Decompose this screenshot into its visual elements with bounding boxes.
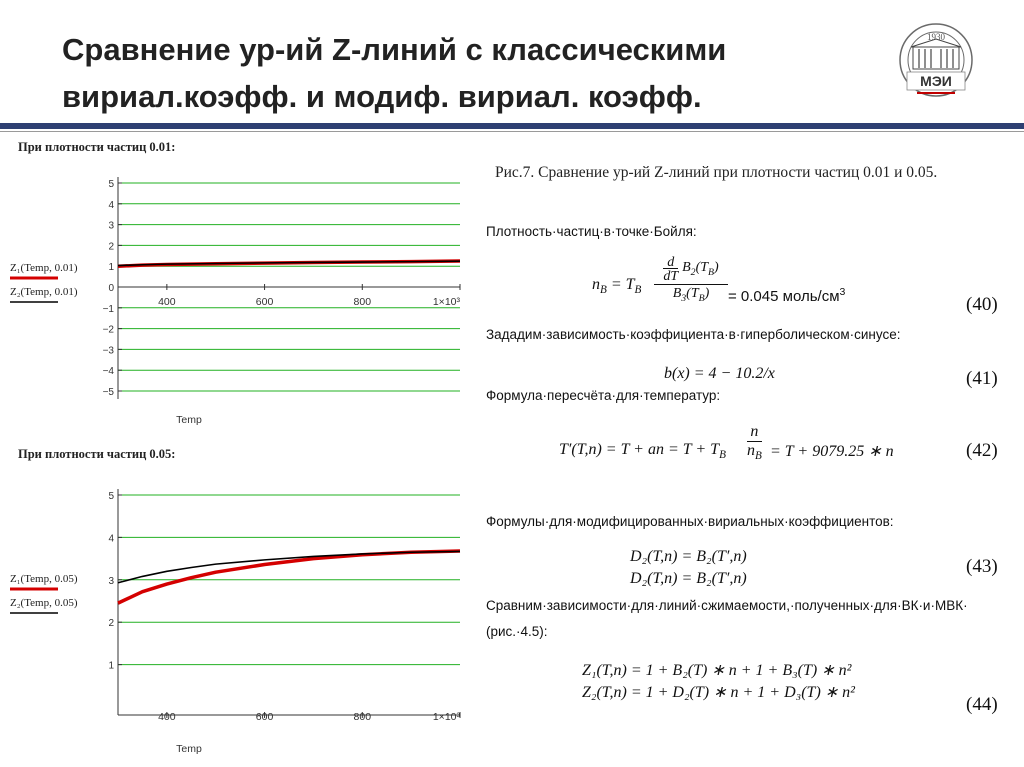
eq42-right: = T + 9079.25 ∗ n (770, 443, 894, 460)
y-tick-label: 3 (108, 221, 114, 232)
boyle-density-label: Плотность·частиц·в·точке·Бойля: (486, 224, 697, 239)
eq44-number: (44) (966, 694, 998, 715)
eq41-number: (41) (966, 368, 998, 389)
y-tick-label: −3 (103, 345, 115, 356)
y-tick-label: 5 (108, 179, 114, 190)
eq44-line2: Z₂(T,n) = 1 + D₂(T) ∗ n + 1 + D₃(T) ∗ n² (582, 684, 855, 701)
equations-panel: Плотность·частиц·в·точке·Бойля: nB = TB … (484, 218, 968, 756)
modified-coeff-label: Формулы·для·модифицированных·вириальных·… (486, 514, 894, 529)
x-tick-label: 800 (354, 296, 372, 308)
recalc-label: Формула·пересчёта·для·температур: (486, 388, 721, 403)
eq40-value: = 0.045 моль/см3 (728, 286, 846, 305)
logo-year: 1930 (927, 32, 946, 42)
legend-label-2: Z₂(Temp, 0.05) (10, 597, 78, 609)
series-line-2 (117, 550, 461, 584)
y-tick-label: 1 (108, 661, 114, 672)
legend-label-2: Z₂(Temp, 0.01) (10, 286, 78, 298)
eq40-number: (40) (966, 294, 998, 315)
x-axis-label: Temp (176, 743, 202, 755)
chart-density-001: При плотности частиц 0.01: 5 4 3 2 1 0 −1 −2 −3 −4… (0, 133, 470, 433)
eq40-fraction: d dT B2(TB) B3(TB) (654, 256, 728, 307)
university-logo: 1930 МЭИ (897, 20, 975, 112)
x-tick-label: 600 (256, 296, 274, 308)
y-tick-label: −2 (103, 325, 115, 336)
eq44-line1: Z₁(T,n) = 1 + B₂(T) ∗ n + 1 + B₃(T) ∗ n² (582, 662, 852, 679)
x-tick-label: 1×10³ (433, 711, 461, 723)
legend-label-1: Z₁(Temp, 0.05) (10, 573, 78, 585)
y-tick-label: 2 (108, 241, 114, 252)
slide-title: Сравнение ур-ий Z-линий с классическими … (62, 32, 727, 114)
eq43-line2: D₂(T,n) = B₂(T′,n) (630, 570, 747, 587)
y-tick-label: −4 (103, 366, 115, 377)
y-tick-label: 0 (108, 283, 114, 294)
chart-density-005: При плотности частиц 0.05: 5 4 3 2 1 400 600 800… (0, 440, 470, 760)
chart-title: При плотности частиц 0.05: (18, 447, 175, 461)
x-axis-label: Temp (176, 414, 202, 426)
figure-caption: Рис.7. Сравнение ур-ий Z-линий при плотн… (495, 164, 938, 181)
x-tick-label: 400 (158, 296, 176, 308)
title-divider (0, 123, 1024, 129)
logo-text: МЭИ (920, 73, 952, 89)
y-tick-label: 1 (108, 262, 114, 273)
eq43-line1: D₂(T,n) = B₂(T′,n) (630, 548, 747, 565)
compare-label-1: Сравним·зависимости·для·линий·сжимаемост… (486, 598, 968, 613)
y-tick-label: −1 (103, 304, 115, 315)
series-line-2 (117, 260, 461, 267)
y-tick-label: 4 (108, 533, 114, 544)
y-tick-label: 5 (108, 491, 114, 502)
chart-svg-1: При плотности частиц 0.01: 5 4 3 2 1 0 −1 −2 −3 −4… (10, 140, 461, 426)
eq43-number: (43) (966, 556, 998, 577)
y-tick-label: 3 (108, 576, 114, 587)
eq40-lhs: nB = TB (592, 276, 642, 297)
eq42-number: (42) (966, 440, 998, 461)
compare-label-2: (рис.·4.5): (486, 624, 548, 639)
title-divider-thin (0, 131, 1024, 132)
y-tick-label: 2 (108, 618, 114, 629)
y-tick-label: −5 (103, 387, 115, 398)
hyperbolic-label: Зададим·зависимость·коэффициента·в·гипер… (486, 327, 901, 342)
chart-title: При плотности частиц 0.01: (18, 140, 175, 154)
eq41-formula: b(x) = 4 − 10.2/x (664, 365, 775, 382)
legend-label-1: Z₁(Temp, 0.01) (10, 262, 78, 274)
eq42-fraction: n nB (747, 423, 762, 465)
x-tick-label: 1×10³ (433, 296, 461, 308)
eq42-left: T′(T,n) = T + an = T + TB (559, 441, 726, 462)
y-tick-label: 4 (108, 200, 114, 211)
